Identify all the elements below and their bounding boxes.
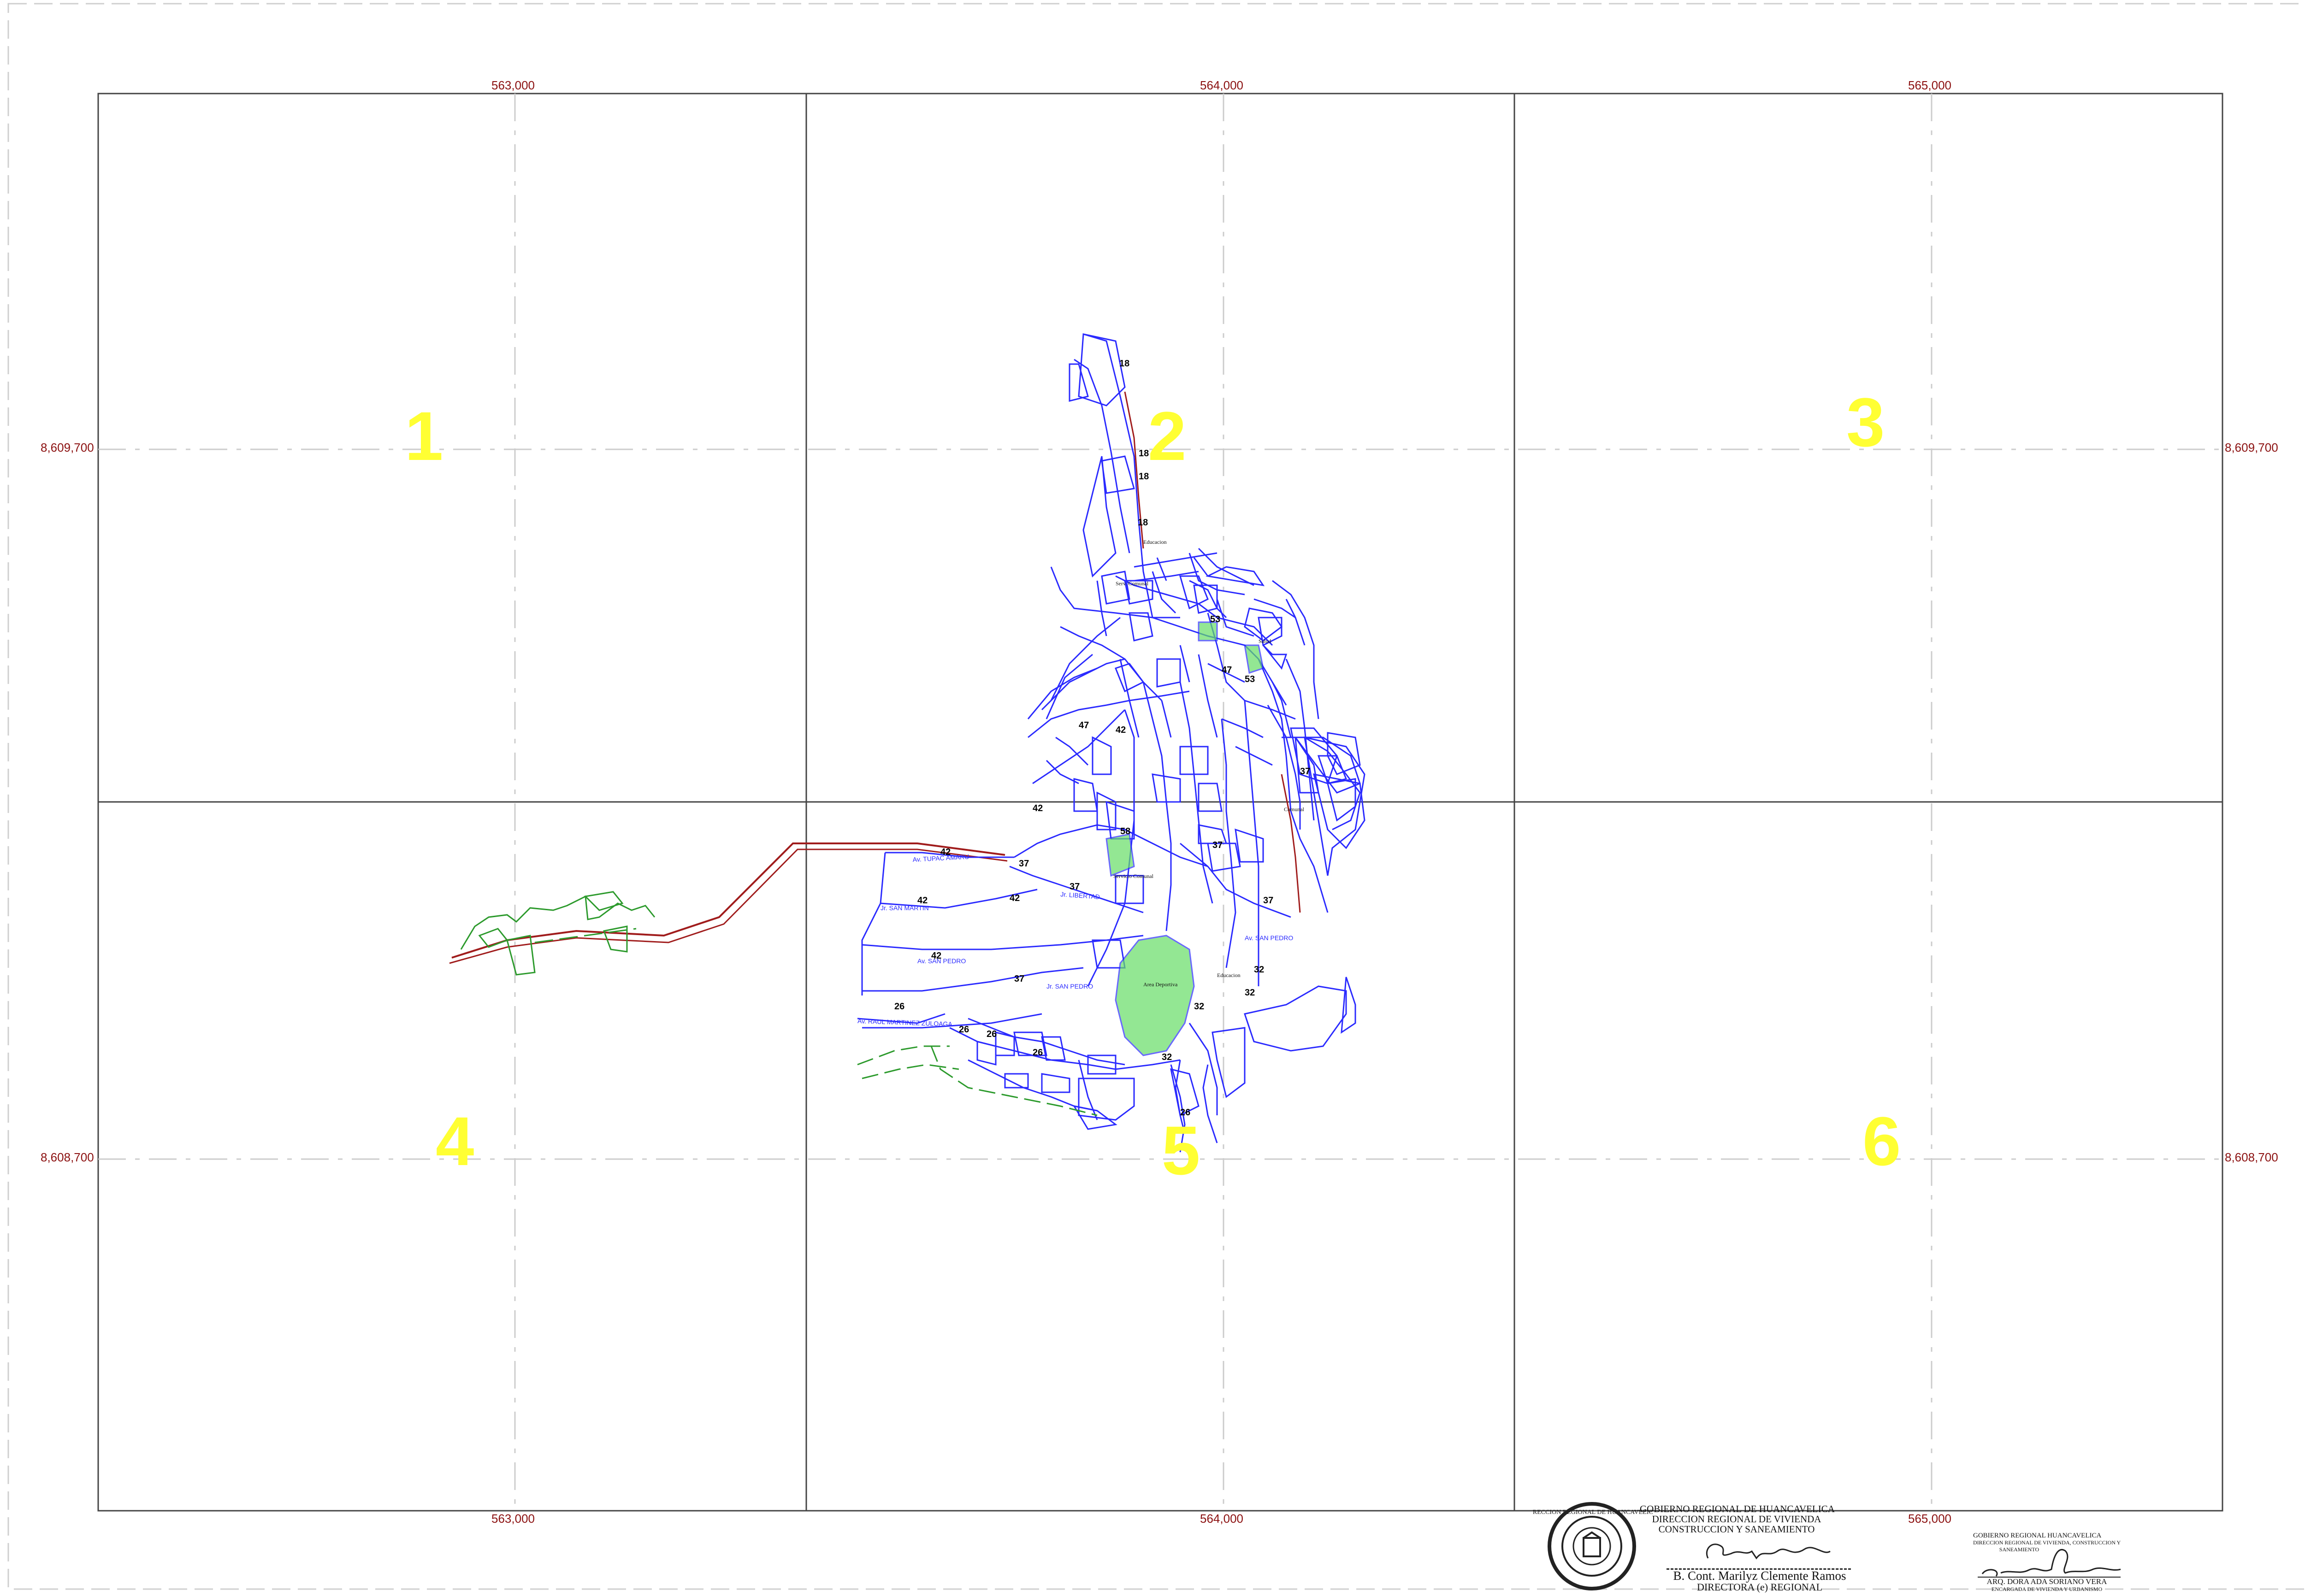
page-border (7, 3, 2305, 1590)
west-parcels (460, 891, 656, 976)
street-label: Jr. SAN PEDRO (1046, 983, 1093, 990)
lot-number: 37 (1070, 882, 1080, 892)
place-label: Educacion (1217, 972, 1241, 978)
coordinate-grid (98, 94, 2222, 1511)
town-streets (857, 333, 1365, 1153)
street-labels: Av. TUPAC AMARU Jr. SAN MARTIN Av. SAN P… (857, 853, 1294, 1028)
regional-seal: DIRECCION REGIONAL DE HUANCAVELICA (1533, 1502, 1653, 1590)
lot-number: 37 (1014, 974, 1024, 984)
lot-number: 18 (1138, 518, 1148, 528)
stamp-left-line2: DIRECCION REGIONAL DE VIVIENDA (1652, 1514, 1821, 1525)
stamp-left-title: DIRECTORA (e) REGIONAL (1696, 1581, 1823, 1593)
street-label: Jr. SAN MARTIN (881, 904, 929, 912)
place-label: Serv. Comunal (1116, 580, 1149, 587)
lot-number: 37 (1263, 895, 1273, 906)
sector-number: 2 (1148, 397, 1187, 475)
lot-number: 32 (1194, 1001, 1204, 1012)
lot-number: 32 (1245, 988, 1255, 998)
town-road-south (1281, 774, 1301, 913)
stamp-left-line1: GOBIERNO REGIONAL DE HUANCAVELICA (1640, 1503, 1835, 1514)
lot-number: 42 (1116, 725, 1126, 735)
place-label: Comunal (1284, 806, 1305, 813)
northing-label: 8,609,700 (41, 441, 94, 454)
lot-number: 37 (1212, 840, 1223, 850)
stamp-right-title: ENCARGADA DE VIVIENDA Y URBANISMO (1991, 1586, 2103, 1592)
street-label: Jr. LIBERTAD (1060, 890, 1100, 901)
street-label: Av. SAN PEDRO (1245, 934, 1293, 942)
stamp-right-line1: GOBIERNO REGIONAL HUANCAVELICA (1973, 1532, 2102, 1539)
lot-number: 53 (1245, 674, 1255, 684)
street-label: Av. TUPAC AMARU (912, 853, 969, 863)
sector-number: 6 (1862, 1102, 1901, 1180)
official-stamp-left: DIRECCION REGIONAL DE HUANCAVELICA GOBIE… (1533, 1500, 1897, 1592)
rural-road (449, 842, 1008, 964)
northing-label: 8,609,700 (2225, 441, 2278, 454)
seal-text: DIRECCION REGIONAL DE HUANCAVELICA (1533, 1509, 1653, 1516)
lot-number: 26 (894, 1001, 904, 1012)
place-label: Servicio Comunal (1113, 873, 1154, 879)
lot-number: 42 (1033, 803, 1043, 813)
lot-number: 42 (940, 847, 951, 857)
sector-number: 1 (405, 397, 443, 475)
place-labels: Educacion Serv. Comunal Salud Servicio C… (1113, 539, 1305, 988)
lot-number: 37 (1019, 859, 1029, 869)
south-green-lines (857, 1045, 1098, 1116)
easting-label: 565,000 (1908, 78, 1951, 92)
lot-number: 26 (959, 1025, 969, 1035)
lot-number: 42 (917, 895, 928, 906)
lot-number: 18 (1139, 471, 1149, 482)
easting-label: 563,000 (491, 1512, 535, 1525)
lot-number: 42 (1010, 893, 1020, 903)
signature-left (1706, 1543, 1831, 1560)
stamp-right-name: ARQ. DORA ADA SORIANO VERA (1986, 1577, 2107, 1586)
lot-number: 32 (1162, 1052, 1172, 1062)
signature-right (1981, 1549, 2121, 1577)
place-label: Educacion (1143, 539, 1167, 545)
sector-number: 4 (436, 1102, 474, 1180)
street-label: Av. SAN PEDRO (917, 957, 966, 965)
easting-label: 563,000 (491, 78, 535, 92)
lot-numbers: 18 18 18 18 53 53 47 47 42 42 42 42 42 42 37 37 37 37 37 37… (894, 359, 1310, 1118)
lot-number: 37 (1300, 766, 1310, 777)
place-label: Salud (1259, 638, 1271, 644)
official-stamp-right: GOBIERNO REGIONAL HUANCAVELICA DIRECCION… (1973, 1532, 2139, 1592)
lot-number: 47 (1222, 665, 1232, 675)
place-label: Area Deportiva (1143, 981, 1178, 988)
lot-number: 18 (1139, 448, 1149, 459)
sector-number: 5 (1162, 1112, 1200, 1189)
easting-label: 564,000 (1200, 78, 1243, 92)
stamp-right-line3: SANEAMIENTO (1999, 1546, 2039, 1553)
lot-number: 26 (1180, 1107, 1190, 1118)
lot-number: 58 (1120, 826, 1130, 836)
stamp-right-line2: DIRECCION REGIONAL DE VIVIENDA, CONSTRUC… (1973, 1539, 2121, 1546)
lot-number: 42 (931, 951, 941, 961)
northing-label: 8,608,700 (2225, 1150, 2278, 1164)
lot-number: 18 (1119, 359, 1129, 369)
stamp-left-line3: CONSTRUCCION Y SANEAMIENTO (1658, 1524, 1815, 1535)
town-road (1124, 391, 1144, 549)
sector-number: 3 (1846, 383, 1885, 461)
lot-number: 26 (1033, 1048, 1043, 1058)
lot-number: 53 (1210, 614, 1220, 624)
stamp-left-name: B. Cont. Marilyz Clemente Ramos (1673, 1569, 1846, 1583)
northing-label: 8,608,700 (41, 1150, 94, 1164)
street-label: Av. RAUL MARTINEZ ZULOAGA (857, 1017, 953, 1028)
easting-label: 564,000 (1200, 1512, 1243, 1525)
easting-label: 565,000 (1908, 1512, 1951, 1525)
green-areas (1105, 621, 1264, 1056)
lot-number: 47 (1079, 720, 1089, 730)
lot-number: 26 (987, 1029, 997, 1039)
lot-number: 32 (1254, 965, 1264, 975)
